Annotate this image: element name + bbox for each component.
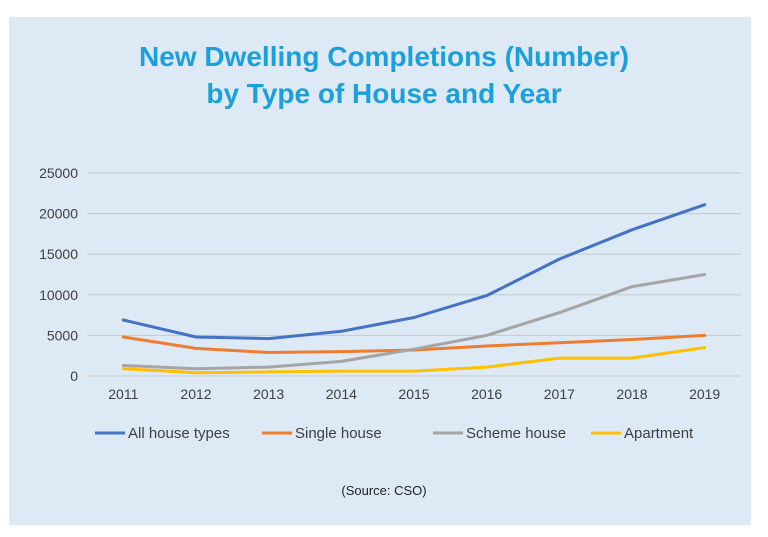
x-tick-label: 2011: [108, 386, 138, 402]
legend-label: All house types: [128, 425, 230, 442]
source-note: (Source: CSO): [341, 483, 427, 498]
legend-label: Apartment: [624, 425, 694, 442]
legend-label: Single house: [295, 425, 382, 442]
chart-title: New Dwelling Completions (Number) by Typ…: [0, 38, 768, 112]
x-tick-label: 2016: [471, 386, 502, 402]
x-tick-label: 2018: [616, 386, 647, 402]
series-line-apartment: [121, 346, 707, 375]
legend-label: Scheme house: [466, 425, 566, 442]
x-tick-label: 2013: [253, 386, 284, 402]
x-tick-label: 2015: [398, 386, 429, 402]
y-tick-label: 15000: [39, 246, 78, 262]
y-tick-label: 10000: [39, 287, 78, 303]
series-line-all-house-types: [121, 203, 707, 341]
y-tick-label: 0: [70, 368, 78, 384]
y-tick-label: 25000: [39, 165, 78, 181]
y-tick-label: 5000: [47, 327, 78, 343]
y-tick-label: 20000: [39, 206, 78, 222]
chart-title-line-1: New Dwelling Completions (Number): [138, 41, 630, 72]
series-line-scheme-house: [121, 273, 707, 371]
x-tick-label: 2014: [326, 386, 357, 402]
x-tick-label: 2019: [689, 386, 720, 402]
x-tick-label: 2012: [180, 386, 211, 402]
x-tick-label: 2017: [544, 386, 575, 402]
chart-title-line-2: by Type of House and Year: [206, 78, 562, 109]
chart-panel: [9, 17, 751, 525]
